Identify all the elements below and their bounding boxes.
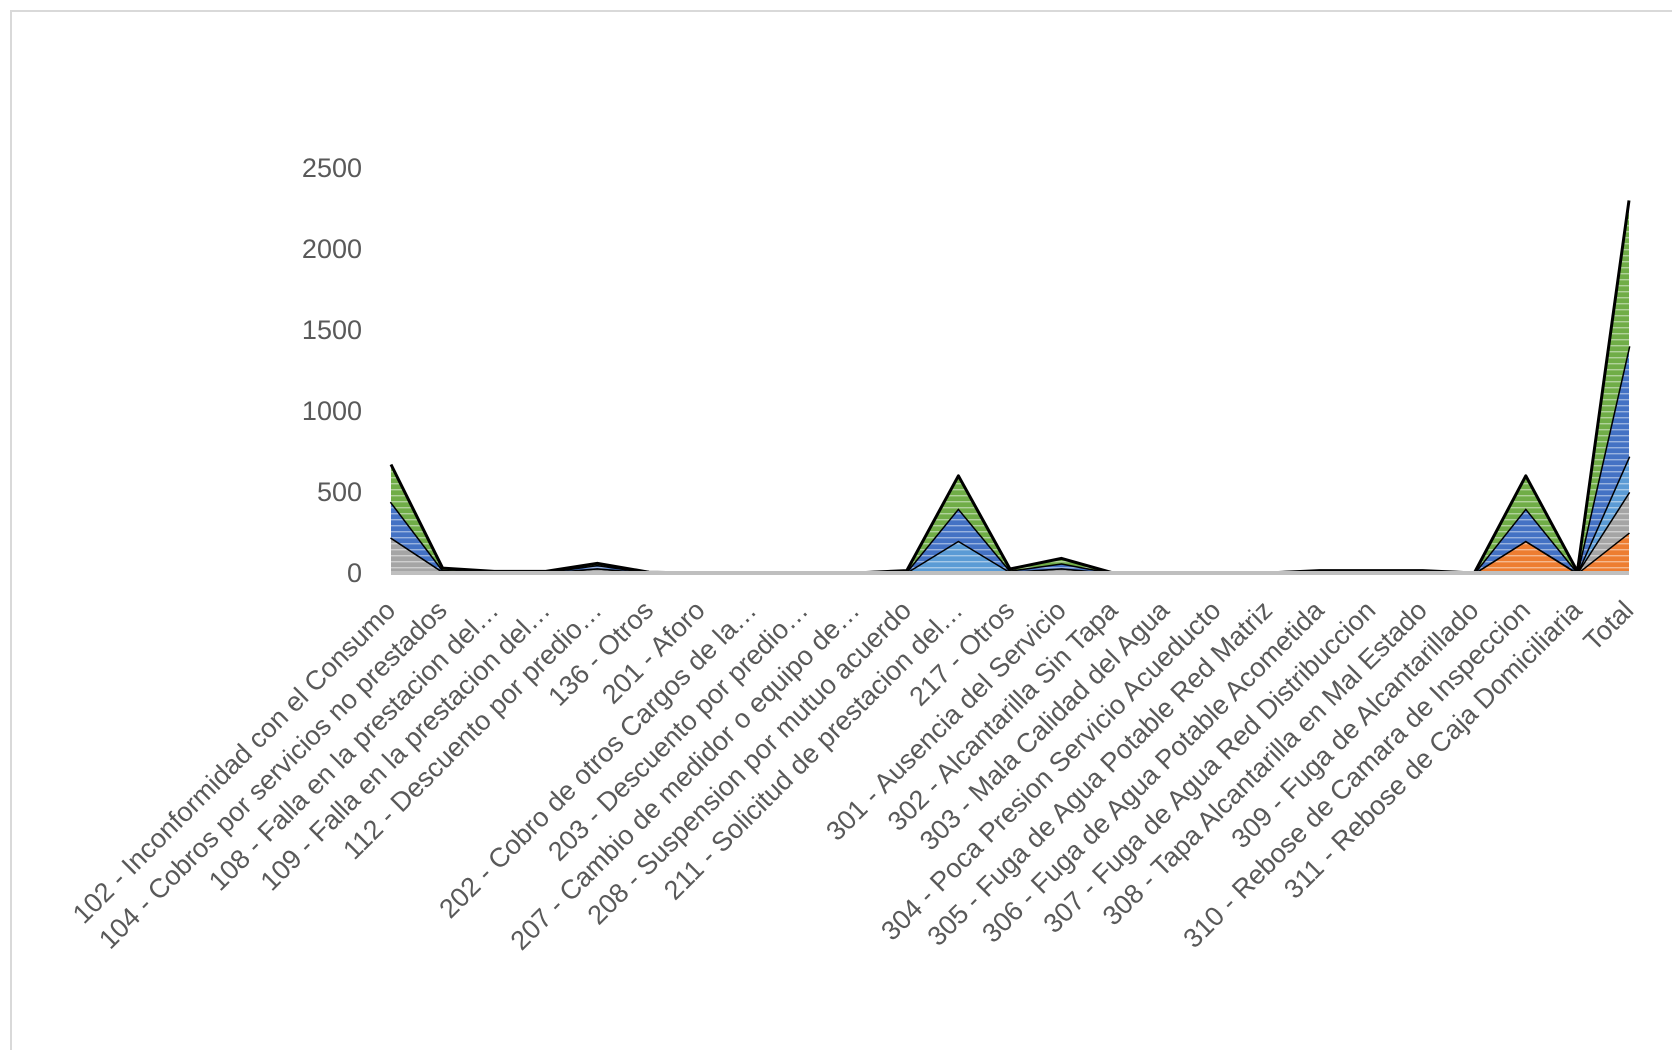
x-tick-label: Total (1578, 595, 1640, 657)
series-areas (389, 200, 1631, 575)
y-tick-label: 0 (347, 558, 362, 588)
series-area-3 (391, 456, 1629, 573)
series-area-1 (391, 532, 1629, 573)
y-tick-label: 500 (317, 477, 362, 507)
y-tick-label: 1000 (302, 396, 362, 426)
y-tick-label: 1500 (302, 315, 362, 345)
y-tick-label: 2500 (302, 153, 362, 183)
y-axis: 0 500 1000 1500 2000 2500 (302, 153, 362, 588)
series-area-2 (391, 492, 1629, 573)
series-area-4 (391, 346, 1629, 573)
chart-frame (10, 10, 1672, 1050)
y-tick-label: 2000 (302, 234, 362, 264)
series-edge-3 (390, 455, 1631, 575)
x-tick-label: 104 - Cobros por servicios no prestados (93, 595, 453, 955)
stacked-area-chart: 0 500 1000 1500 2000 2500 102 - Inconformidad… (67, 153, 1640, 956)
series-edge-2 (390, 491, 1631, 575)
series-area-5 (391, 200, 1629, 573)
series-edge-5 (389, 200, 1631, 575)
series-edge-4 (389, 345, 1631, 575)
